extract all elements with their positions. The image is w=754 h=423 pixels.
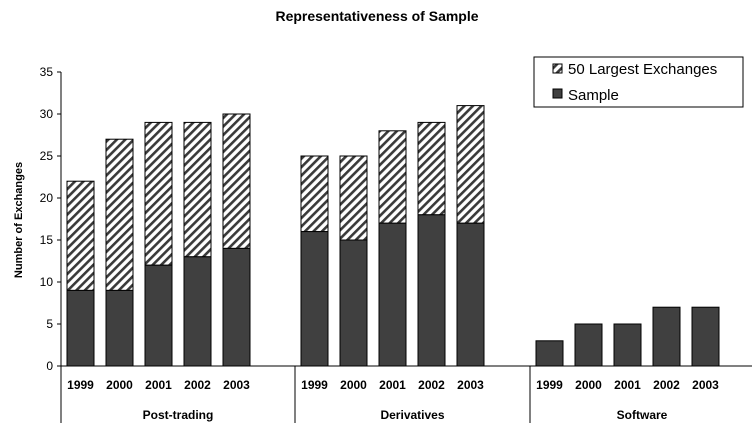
bar-sample-post-trading-2003 bbox=[222, 247, 251, 367]
bar-sample-derivatives-2001 bbox=[378, 222, 407, 367]
bar-sample-software-2000 bbox=[574, 323, 603, 367]
y-tick-label: 20 bbox=[40, 191, 54, 205]
x-tick-label: 2002 bbox=[653, 378, 680, 392]
legend-label-sample: Sample bbox=[568, 87, 619, 104]
legend-swatch-largest bbox=[552, 63, 563, 74]
bar-sample-software-1999 bbox=[535, 340, 564, 367]
bar-largest-post-trading-2001 bbox=[144, 121, 173, 266]
x-tick-label: 2002 bbox=[184, 378, 211, 392]
y-tick-label: 10 bbox=[40, 275, 54, 289]
bar-sample-post-trading-2001 bbox=[144, 264, 173, 367]
bar-sample-post-trading-2002 bbox=[183, 256, 212, 367]
bar-sample-derivatives-2000 bbox=[339, 239, 368, 367]
y-tick-label: 25 bbox=[40, 149, 54, 163]
x-tick-label: 1999 bbox=[301, 378, 328, 392]
bar-sample-software-2003 bbox=[691, 306, 720, 367]
y-axis: 0 5 10 15 20 25 30 35 bbox=[40, 65, 62, 373]
bar-largest-post-trading-2002 bbox=[183, 121, 212, 258]
bar-largest-post-trading-1999 bbox=[66, 180, 95, 291]
y-tick-label: 15 bbox=[40, 233, 54, 247]
y-tick-label: 5 bbox=[46, 317, 53, 331]
bar-sample-software-2001 bbox=[613, 323, 642, 367]
x-tick-label: 2003 bbox=[692, 378, 719, 392]
group-label-post-trading: Post-trading bbox=[143, 408, 214, 422]
bar-largest-derivatives-1999 bbox=[300, 155, 329, 233]
x-tick-label: 2001 bbox=[379, 378, 406, 392]
x-tick-label: 2003 bbox=[223, 378, 250, 392]
bar-sample-software-2002 bbox=[652, 306, 681, 367]
bar-sample-derivatives-2002 bbox=[417, 214, 446, 367]
legend-box bbox=[533, 56, 744, 108]
x-tick-label: 2002 bbox=[418, 378, 445, 392]
y-axis-label: Number of Exchanges bbox=[13, 162, 25, 278]
bar-sample-derivatives-1999 bbox=[300, 231, 329, 367]
bar-largest-derivatives-2000 bbox=[339, 155, 368, 241]
x-tick-label: 2000 bbox=[575, 378, 602, 392]
y-tick-label: 35 bbox=[40, 65, 54, 79]
bar-sample-post-trading-1999 bbox=[66, 289, 95, 367]
bars bbox=[66, 105, 720, 367]
y-tick-label: 0 bbox=[46, 359, 53, 373]
bar-largest-derivatives-2001 bbox=[378, 130, 407, 224]
legend: 50 Largest Exchanges Sample bbox=[533, 56, 744, 108]
x-tick-label: 2000 bbox=[106, 378, 133, 392]
x-tick-label: 2001 bbox=[614, 378, 641, 392]
bar-largest-derivatives-2003 bbox=[456, 105, 485, 224]
x-tick-label: 2000 bbox=[340, 378, 367, 392]
y-tick-label: 30 bbox=[40, 107, 54, 121]
bar-largest-post-trading-2003 bbox=[222, 113, 251, 249]
x-tick-label: 1999 bbox=[536, 378, 563, 392]
x-axis: 1999 2000 2001 2002 2003 Post-trading 1999 2000… bbox=[60, 365, 752, 423]
group-label-software: Software bbox=[617, 408, 668, 422]
bar-sample-post-trading-2000 bbox=[105, 289, 134, 367]
bar-sample-derivatives-2003 bbox=[456, 222, 485, 367]
bar-largest-derivatives-2002 bbox=[417, 121, 446, 216]
x-tick-label: 2003 bbox=[457, 378, 484, 392]
chart-title: Representativeness of Sample bbox=[275, 8, 478, 24]
group-label-derivatives: Derivatives bbox=[380, 408, 444, 422]
legend-label-largest: 50 Largest Exchanges bbox=[568, 61, 717, 78]
x-tick-label: 1999 bbox=[67, 378, 94, 392]
x-tick-label: 2001 bbox=[145, 378, 172, 392]
legend-swatch-sample bbox=[552, 88, 563, 99]
bar-largest-post-trading-2000 bbox=[105, 138, 134, 291]
